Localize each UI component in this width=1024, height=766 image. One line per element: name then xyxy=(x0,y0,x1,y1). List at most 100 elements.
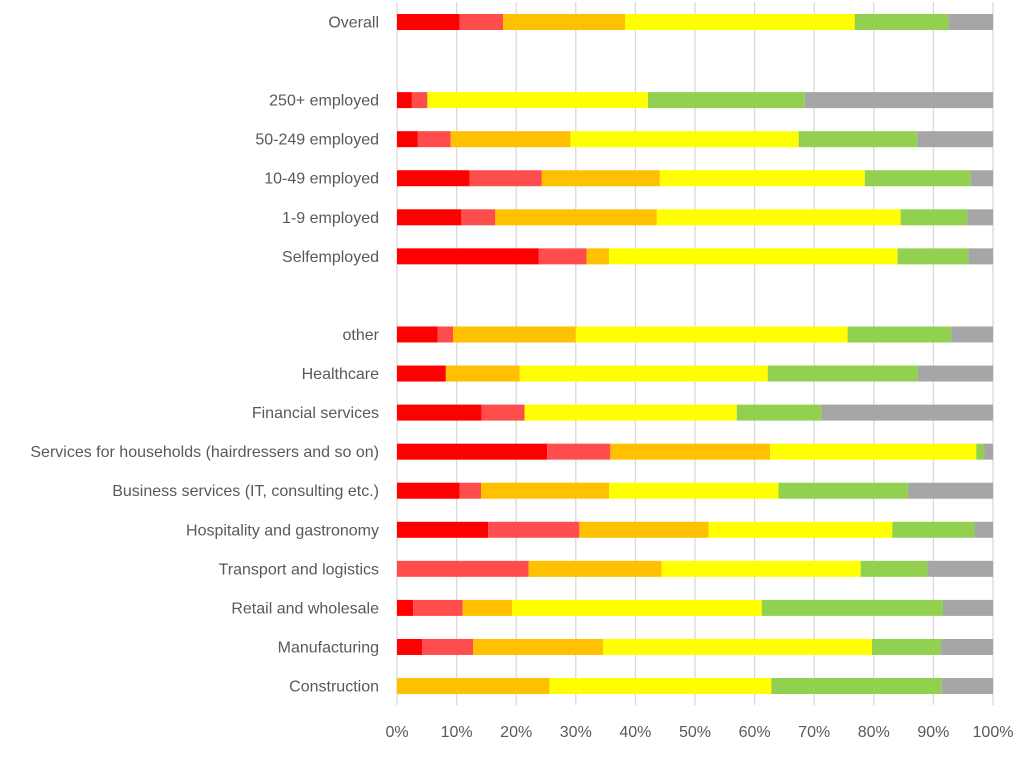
category-label: Healthcare xyxy=(302,366,379,383)
bar-segment xyxy=(469,170,542,187)
bar-segment xyxy=(397,443,548,460)
bar-segment xyxy=(970,170,993,187)
x-tick-label: 0% xyxy=(385,724,408,741)
bar-segment xyxy=(770,443,977,460)
category-label: Overall xyxy=(328,15,379,32)
bar-segment xyxy=(897,248,969,265)
bar-segment xyxy=(397,326,438,343)
category-label: 10-49 employed xyxy=(264,171,379,188)
bar-segment xyxy=(397,678,550,695)
category-label: Retail and wholesale xyxy=(231,600,379,617)
bar-segment xyxy=(437,326,454,343)
bar-segment xyxy=(397,170,470,187)
bar-segment xyxy=(579,521,709,538)
bar-segment xyxy=(761,599,943,616)
x-tick-label: 40% xyxy=(619,724,651,741)
x-tick-label: 20% xyxy=(500,724,532,741)
bar-segment xyxy=(708,521,893,538)
bar-segment xyxy=(804,92,993,109)
category-label: Business services (IT, consulting etc.) xyxy=(112,483,379,500)
category-label: Selfemployed xyxy=(282,249,379,266)
bar-segment xyxy=(397,248,539,265)
bar-segment xyxy=(473,638,604,655)
bar-segment xyxy=(967,209,993,226)
x-tick-label: 80% xyxy=(858,724,890,741)
bar-segment xyxy=(610,443,771,460)
gridlines xyxy=(396,2,994,705)
bar-segment xyxy=(450,131,571,148)
bar-segment xyxy=(575,326,848,343)
bar-segment xyxy=(397,599,414,616)
category-label: Transport and logistics xyxy=(219,561,379,578)
bar-segment xyxy=(462,599,513,616)
bar-segment xyxy=(495,209,657,226)
bar-segment xyxy=(927,560,993,577)
bar-segment xyxy=(547,443,611,460)
x-tick-label: 30% xyxy=(560,724,592,741)
bar-segment xyxy=(570,131,799,148)
bar-segment xyxy=(586,248,610,265)
bar-segment xyxy=(771,678,942,695)
bar-segment xyxy=(445,365,520,382)
bar-segment xyxy=(736,404,822,421)
bar-segment xyxy=(549,678,772,695)
bar-segment xyxy=(397,365,446,382)
bar-segment xyxy=(397,560,529,577)
bar-segment xyxy=(609,248,898,265)
bar-segment xyxy=(541,170,660,187)
bar-segment xyxy=(397,482,460,499)
category-label: 50-249 employed xyxy=(255,132,379,149)
bar-segment xyxy=(948,14,993,30)
category-label: Hospitality and gastronomy xyxy=(186,522,379,539)
bar-segment xyxy=(459,14,504,30)
bar-segment xyxy=(864,170,971,187)
bar-segment xyxy=(413,599,463,616)
bar-segment xyxy=(488,521,580,538)
x-axis-tick-labels: 0% 10% 20% 30% 40% 50% 60% 70% 80% 90% 100% xyxy=(385,724,1013,741)
bar-segment xyxy=(397,92,412,109)
bar-segment xyxy=(860,560,928,577)
x-tick-label: 70% xyxy=(798,724,830,741)
bar-segment xyxy=(503,14,626,30)
bar-segment xyxy=(397,521,489,538)
bar-segment xyxy=(417,131,451,148)
x-tick-label: 10% xyxy=(441,724,473,741)
bar-segment xyxy=(847,326,952,343)
bar-segment xyxy=(453,326,576,343)
category-label: other xyxy=(343,327,380,344)
bar-segment xyxy=(609,482,779,499)
x-tick-label: 100% xyxy=(973,724,1014,741)
bar-segment xyxy=(411,92,428,109)
bar-segment xyxy=(481,482,610,499)
category-label: 250+ employed xyxy=(269,93,379,110)
bar-segment xyxy=(397,209,462,226)
bar-segment xyxy=(538,248,587,265)
bar-segment xyxy=(974,521,993,538)
bar-segment xyxy=(917,365,993,382)
category-label: Financial services xyxy=(252,405,379,422)
bar-segment xyxy=(942,599,993,616)
bar-segment xyxy=(519,365,768,382)
x-tick-label: 90% xyxy=(917,724,949,741)
bar-segment xyxy=(422,638,474,655)
bar-segment xyxy=(854,14,949,30)
bar-segment xyxy=(397,638,423,655)
category-label: Manufacturing xyxy=(278,639,379,656)
bar-segment xyxy=(524,404,737,421)
category-labels: Overall 250+ employed 50-249 employed 10-49… xyxy=(30,15,379,696)
bar-segment xyxy=(951,326,993,343)
bar-segment xyxy=(461,209,496,226)
bar-segment xyxy=(941,678,993,695)
bar-segment xyxy=(661,560,861,577)
bar-segment xyxy=(767,365,918,382)
bar-segment xyxy=(512,599,762,616)
bar-segment xyxy=(647,92,805,109)
x-tick-label: 60% xyxy=(739,724,771,741)
bar-segment xyxy=(798,131,918,148)
category-label: 1-9 employed xyxy=(282,210,379,227)
bar-segment xyxy=(397,14,460,30)
bar-segment xyxy=(397,404,482,421)
bar-segment xyxy=(907,482,993,499)
